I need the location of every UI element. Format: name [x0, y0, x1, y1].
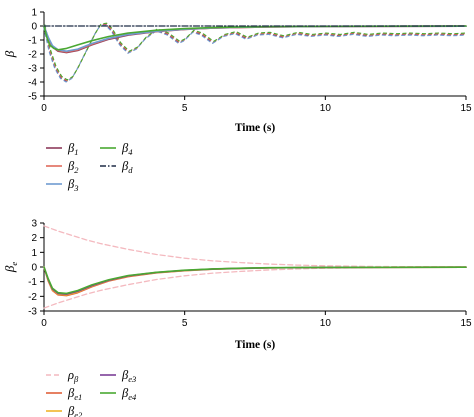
legend-item: βe1	[46, 386, 82, 402]
x-tick-label: 10	[320, 318, 332, 329]
legend-label: βd	[121, 159, 133, 175]
x-tick-label: 10	[320, 103, 332, 114]
legend-item: βe2	[46, 404, 83, 417]
y-tick-label: -4	[28, 78, 37, 89]
legend-label-sub: e2	[74, 410, 83, 417]
y-tick-label: -2	[28, 292, 37, 303]
y-axis-title: β	[2, 50, 17, 58]
y-tick-label: -1	[28, 36, 37, 47]
legend-label: β1	[67, 141, 78, 157]
legend-label: βe2	[67, 404, 83, 417]
legend-item: βd	[100, 159, 133, 175]
legend-label-main: β	[121, 368, 129, 382]
x-tick-label: 0	[41, 103, 47, 114]
x-tick-label: 5	[182, 318, 188, 329]
legend-label-sub: 1	[74, 147, 78, 157]
legend-label: βe3	[121, 368, 136, 384]
legend-label-main: β	[67, 159, 75, 173]
legend-item: βe3	[100, 368, 136, 384]
y-axis-title-main: β	[2, 50, 17, 58]
y-tick-label: 0	[31, 22, 37, 33]
legend-label: ρβ	[67, 368, 79, 384]
legend-label: βe4	[121, 386, 137, 402]
y-axis-title-sub: e	[9, 262, 19, 266]
legend-label-sub: e4	[128, 392, 137, 402]
legend-item: β4	[100, 141, 133, 157]
legend-label-main: β	[121, 159, 129, 173]
y-tick-label: 1	[31, 8, 37, 19]
y-tick-label: -5	[28, 92, 37, 103]
x-axis-title: Time (s)	[235, 122, 276, 134]
legend-label-main: β	[67, 141, 75, 155]
x-tick-label: 15	[460, 103, 472, 114]
legend-label-main: β	[67, 404, 75, 417]
series-line-4	[43, 25, 467, 51]
legend-item: ρβ	[46, 368, 79, 384]
legend-item: β2	[46, 159, 79, 175]
series-line-1	[43, 225, 467, 268]
x-tick-label: 5	[182, 103, 188, 114]
legend-label-main: ρ	[67, 368, 74, 382]
legend-item: βe4	[100, 386, 137, 402]
x-tick-label: 0	[41, 318, 47, 329]
y-tick-label: -1	[28, 277, 37, 288]
x-axis-title: Time (s)	[235, 339, 276, 351]
legend-label: βe1	[67, 386, 82, 402]
reference-trace-2	[43, 23, 467, 82]
legend-label-sub: e3	[128, 374, 136, 384]
legend-label-main: β	[121, 141, 129, 155]
legend-item: β3	[46, 177, 78, 193]
series-line-3	[43, 25, 467, 53]
y-tick-label: 0	[31, 263, 37, 274]
legend-label-main: β	[121, 386, 129, 400]
reference-trace-3	[43, 24, 466, 83]
series-line-2	[43, 266, 467, 309]
legend-label-main: β	[67, 177, 75, 191]
legend-item: β1	[46, 141, 78, 157]
legend-label-sub: e1	[74, 392, 82, 402]
y-axis-title-main: β	[2, 265, 17, 273]
legend-label-sub: 4	[128, 147, 133, 157]
legend-label-main: β	[67, 386, 75, 400]
legend-label-sub: 2	[74, 165, 79, 175]
series-line-6	[43, 266, 467, 295]
y-tick-label: 1	[31, 248, 37, 259]
reference-trace-1	[43, 24, 467, 82]
y-tick-label: -3	[28, 307, 37, 318]
legend-label: β3	[67, 177, 78, 193]
legend-label-sub: 3	[73, 183, 78, 193]
y-axis-title: βe	[2, 262, 19, 273]
legend-label: β2	[67, 159, 79, 175]
legend-label-sub: β	[73, 374, 79, 384]
x-tick-label: 15	[460, 318, 472, 329]
legend-label: β4	[121, 141, 133, 157]
legend-label-sub: d	[128, 165, 133, 175]
y-tick-label: 3	[31, 219, 37, 230]
y-tick-label: -3	[28, 64, 37, 75]
y-tick-label: 2	[31, 233, 37, 244]
y-tick-label: -2	[28, 50, 37, 61]
reference-trace-4	[44, 22, 467, 81]
